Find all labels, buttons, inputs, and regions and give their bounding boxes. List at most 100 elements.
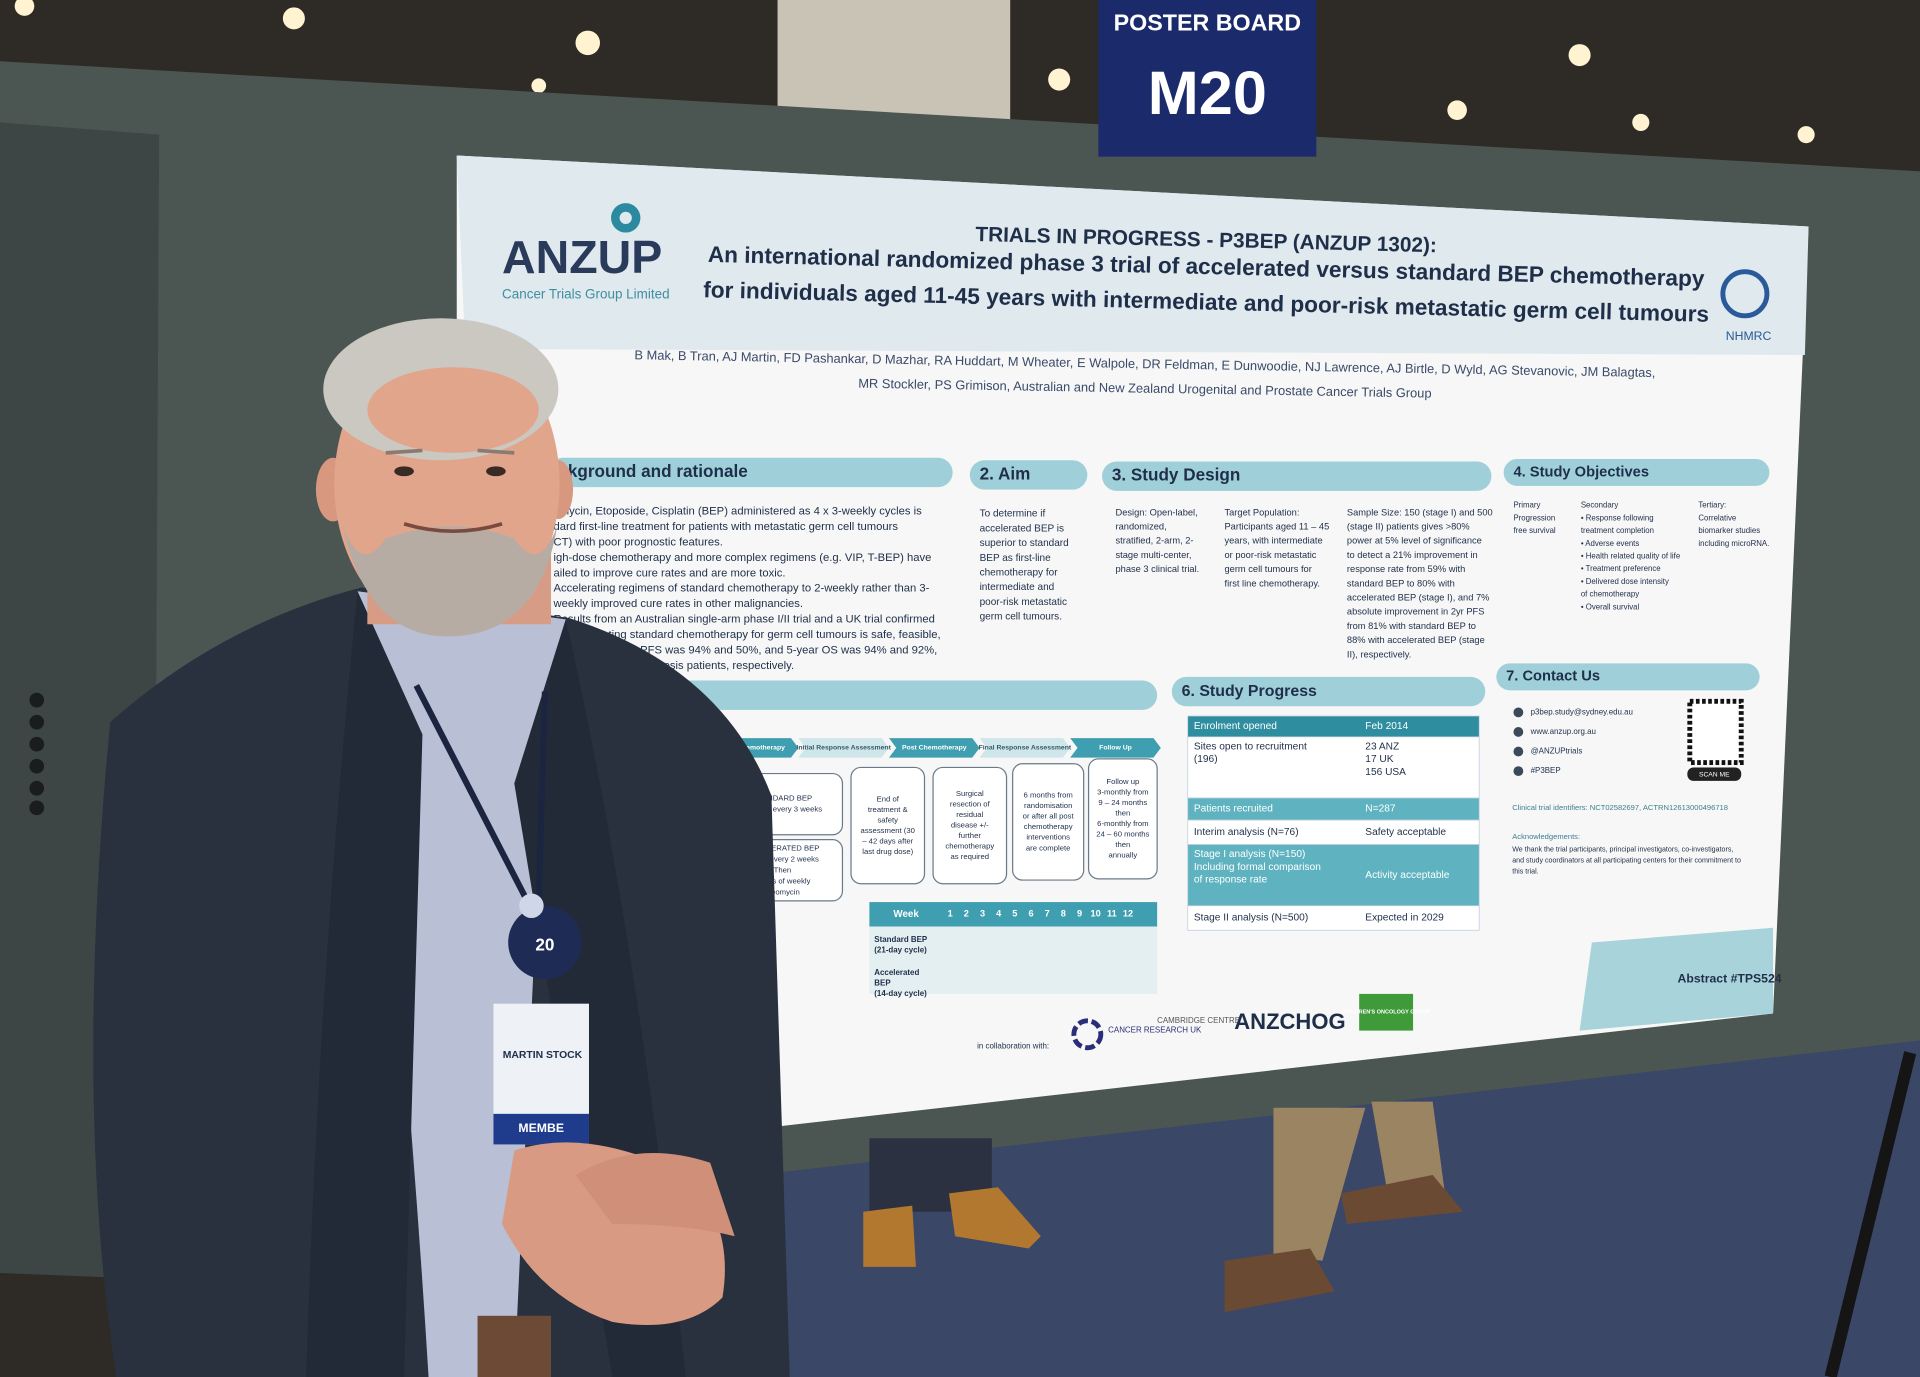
flow-box-text: safety [877, 815, 898, 824]
section-heading: 4. Study Objectives [1513, 464, 1649, 480]
ceiling-lights [14, 0, 1815, 144]
flow-box-text: as required [951, 852, 990, 861]
section-heading: 6. Study Progress [1182, 683, 1317, 700]
progress-cell: Safety acceptable [1365, 827, 1446, 838]
flow-box-text: interventions [1026, 833, 1070, 842]
flow-box-text: 6-monthly from [1097, 819, 1148, 828]
logo-tagline: Cancer Trials Group Limited [502, 287, 670, 302]
section-text: first line chemotherapy. [1224, 578, 1319, 588]
trial-identifiers: Clinical trial identifiers: NCT02582697,… [1512, 803, 1728, 812]
flow-box-text: – 42 days after [862, 836, 913, 845]
logo-name: ANZUP [502, 231, 662, 283]
progress-cell: Stage I analysis (N=150) [1194, 849, 1306, 860]
cog-logo [1359, 993, 1414, 1031]
section-text: omycin, Etoposide, Cisplatin (BEP) admin… [553, 506, 922, 518]
progress-cell: 156 USA [1365, 767, 1406, 778]
section-text: to detect a 21% improvement in [1347, 550, 1478, 560]
arm-label: (14-day cycle) [874, 989, 927, 998]
flow-box-text: 3-monthly from [1097, 788, 1148, 797]
flow-box-text: bleomycin [765, 887, 800, 896]
arm-label: BEP [874, 979, 891, 988]
section-text: • Delivered dose intensity [1581, 577, 1669, 586]
progress-cell: Stage II analysis (N=500) [1194, 913, 1308, 924]
section-heading-bar [969, 460, 1088, 490]
scan-label: SCAN ME [1699, 772, 1730, 779]
flow-box [1012, 763, 1085, 881]
section-heading-bar [661, 680, 1158, 710]
ack-text: this trial. [1512, 867, 1538, 875]
flow-arrow [1070, 738, 1161, 758]
section-heading: 3. Study Design [1112, 465, 1240, 485]
flow-box-text: cycles every 2 weeks [746, 854, 819, 863]
section-text: accelerated BEP (stage I), and 7% [1347, 593, 1489, 603]
section-text: ailed to improve cure rates and are more… [553, 567, 785, 579]
flow-box-text: chemotherapy [1024, 822, 1073, 831]
flow-label: BEP Chemotherapy [721, 745, 785, 752]
section-text: dard first-line treatment for patients w… [553, 521, 898, 533]
section-heading-bar [1102, 461, 1492, 491]
progress-cell: Patients recruited [1194, 804, 1273, 815]
progress-row [1187, 819, 1480, 845]
flow-box-text: Follow up [1106, 777, 1139, 786]
section-text: igh-dose chemotherapy and more complex r… [553, 552, 931, 564]
arm-label: (21-day cycle) [874, 946, 927, 955]
flow-box-text: residual [956, 810, 983, 819]
section-text: phase 3 clinical trial. [1116, 564, 1200, 574]
section-text: years, with intermediate [1224, 536, 1322, 546]
section-text: free survival [1513, 526, 1555, 535]
section-text: • Health related quality of life [1581, 551, 1680, 560]
sign-code: M20 [1148, 59, 1267, 127]
week-number: 1 [948, 909, 953, 919]
section-text: poor-risk metastatic [980, 597, 1067, 608]
section-text: standard BEP to 80% with [1347, 578, 1455, 588]
section-text: Results from an Australian single-arm ph… [553, 614, 934, 626]
poster-header-band [456, 155, 1809, 355]
section-text: • Overall survival [1581, 602, 1640, 611]
section-text: ctive: The 5-year PFS was 94% and 50%, a… [553, 644, 937, 656]
flow-box-text: Then [774, 865, 792, 874]
pin-number: 20 [535, 935, 554, 955]
section-text: • Treatment preference [1581, 564, 1661, 573]
scan-badge [1687, 767, 1742, 781]
section-text: including microRNA. [1698, 539, 1769, 548]
section-heading: ckground and rationale [558, 461, 747, 481]
progress-cell: Interim analysis (N=76) [1194, 827, 1299, 838]
collab-label: in collaboration with: [977, 1042, 1049, 1051]
week-number: 9 [1077, 909, 1082, 919]
flow-arrow [979, 738, 1071, 758]
section-text: BEP as first-line [980, 553, 1052, 564]
flow-box-text: STANDARD BEP [753, 794, 812, 803]
flow-box-text: 6 months from [1024, 791, 1073, 800]
ack-heading: Acknowledgements: [1512, 832, 1580, 841]
progress-cell: Including formal comparison [1194, 862, 1321, 873]
section-text: chemotherapy for [980, 567, 1059, 578]
section-text: germ cell tumours for [1224, 564, 1311, 574]
section-text: Primary [1513, 501, 1540, 510]
week-label: Week [893, 909, 919, 920]
section-text: from 81% with standard BEP to [1347, 621, 1476, 631]
contact-icon [1513, 707, 1524, 718]
contact-icon [1513, 746, 1524, 757]
week-number: 5 [1012, 909, 1017, 919]
progress-cell: Feb 2014 [1365, 721, 1408, 732]
sign-label: POSTER BOARD [1114, 10, 1301, 36]
progress-cell: 17 UK [1365, 754, 1393, 765]
progress-row [1187, 844, 1480, 907]
flow-box-text: or after all post [1023, 812, 1075, 821]
section-text: Correlative [1698, 513, 1736, 522]
flow-box-text: further [959, 831, 982, 840]
progress-cell: Enrolment opened [1194, 721, 1277, 732]
progress-cell: (196) [1194, 754, 1218, 765]
qr-code [1687, 698, 1744, 765]
section-text: superior to standard [980, 538, 1069, 549]
week-number: 2 [964, 909, 969, 919]
section-text: weekly improved cure rates in other mali… [552, 598, 803, 610]
section-text: or poor-risk metastatic [1224, 550, 1316, 560]
week-number: 3 [980, 909, 985, 919]
week-number: 7 [1045, 909, 1050, 919]
section-text: 88% with accelerated BEP (stage [1347, 635, 1485, 645]
badge-name: MARTIN STOCK [503, 1050, 583, 1061]
flow-box-text: are complete [1026, 843, 1071, 852]
week-number: 12 [1123, 909, 1133, 919]
contact-icon [1513, 727, 1524, 737]
